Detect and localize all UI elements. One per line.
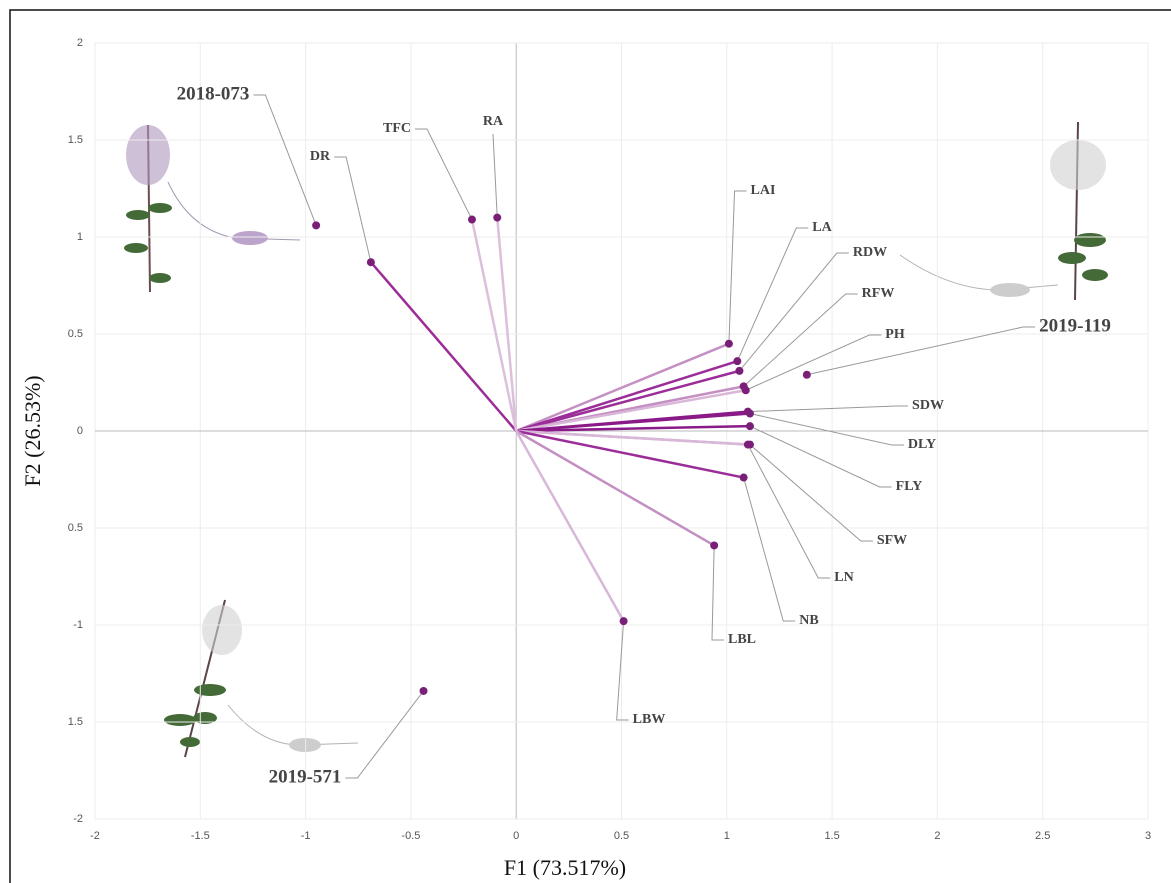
chart: -2 -1.5 -1 -0.5 0 0.5 1 1.5 2 2.5 3 2 1.5 1 0.5 0 0.5 -1 1… xyxy=(0,0,1171,883)
leader-line xyxy=(750,445,873,541)
variable-label: RDW xyxy=(853,245,887,260)
leader-line xyxy=(334,157,371,262)
plot-area: LAI LA RDW RFW PH SDW DLY FLY SFW LN NB LBL LBW DR TFC… xyxy=(177,83,1111,787)
y-tick-label: 1 xyxy=(77,231,83,243)
observation-label: 2019-571 xyxy=(269,766,342,787)
leader-line xyxy=(729,191,747,344)
leader-line xyxy=(748,406,908,412)
x-tick-label: 1.5 xyxy=(824,830,839,842)
y-tick-label: 2 xyxy=(77,37,83,49)
variable-point xyxy=(746,422,754,430)
observation-label: 2018-073 xyxy=(177,83,250,104)
x-tick-label: 0.5 xyxy=(614,830,629,842)
variable-label: LBL xyxy=(728,632,756,647)
loading-vector xyxy=(516,390,746,431)
y-tick-label: 0 xyxy=(77,425,83,437)
variable-label: DR xyxy=(310,149,331,164)
variable-point xyxy=(746,410,754,418)
x-tick-label: 2 xyxy=(934,830,940,842)
loading-vector xyxy=(497,218,516,431)
y-tick-label: 0.5 xyxy=(68,328,83,340)
variable-label: RFW xyxy=(862,286,895,301)
variable-label: SFW xyxy=(877,533,907,548)
variable-label: FLY xyxy=(896,479,923,494)
variable-label: SDW xyxy=(912,398,944,413)
loading-vector xyxy=(516,431,623,621)
variable-point xyxy=(744,441,752,449)
x-tick-label: 1 xyxy=(724,830,730,842)
leader-line xyxy=(345,691,423,778)
leader-line xyxy=(750,426,892,487)
x-tick-label: -0.5 xyxy=(401,830,420,842)
variable-label: LA xyxy=(812,220,832,235)
x-tick-label: 2.5 xyxy=(1035,830,1050,842)
y-axis-title: F2 (26.53%) xyxy=(20,375,45,486)
leader-line xyxy=(748,445,830,578)
observation-label: 2019-119 xyxy=(1039,315,1111,336)
variable-point xyxy=(367,258,375,266)
x-tick-label: 0 xyxy=(513,830,519,842)
variable-label: DLY xyxy=(908,437,936,452)
variable-point xyxy=(733,357,741,365)
variable-label: LBW xyxy=(633,712,666,727)
leader-line xyxy=(253,95,316,225)
variable-point xyxy=(468,216,476,224)
variable-point xyxy=(620,617,628,625)
observation-point xyxy=(420,687,428,695)
variable-point xyxy=(493,214,501,222)
observation-point xyxy=(803,371,811,379)
grid: -2 -1.5 -1 -0.5 0 0.5 1 1.5 2 2.5 3 2 1.5 1 0.5 0 0.5 -1 1… xyxy=(68,37,1151,842)
variable-label: TFC xyxy=(383,121,411,136)
variable-label: PH xyxy=(885,327,905,342)
variable-label: LN xyxy=(834,570,853,585)
leader-line xyxy=(744,478,796,621)
variable-label: RA xyxy=(483,114,504,129)
x-tick-label: -1.5 xyxy=(191,830,210,842)
leader-line xyxy=(617,621,629,720)
observation-point xyxy=(312,221,320,229)
variable-point xyxy=(735,367,743,375)
leader-line xyxy=(737,228,808,361)
y-tick-label: 0.5 xyxy=(68,522,83,534)
loading-vector xyxy=(472,220,516,431)
leader-line xyxy=(493,134,497,218)
y-tick-label: 1.5 xyxy=(68,134,83,146)
variable-label: LAI xyxy=(751,183,776,198)
y-tick-label: -2 xyxy=(73,813,83,825)
y-tick-label: 1.5 xyxy=(68,716,83,728)
leader-line xyxy=(750,414,904,445)
variable-point xyxy=(742,386,750,394)
variable-label: NB xyxy=(799,613,818,628)
leader-line xyxy=(712,545,724,640)
variable-point xyxy=(740,474,748,482)
plant-illustrations xyxy=(124,122,1108,757)
y-tick-label: -1 xyxy=(73,619,83,631)
loading-vector xyxy=(371,262,516,431)
variable-point xyxy=(710,541,718,549)
x-axis-title: F1 (73.517%) xyxy=(504,855,626,880)
x-tick-label: 3 xyxy=(1145,830,1151,842)
x-tick-label: -1 xyxy=(301,830,311,842)
leader-line xyxy=(415,129,472,220)
variable-point xyxy=(725,340,733,348)
x-tick-label: -2 xyxy=(90,830,100,842)
